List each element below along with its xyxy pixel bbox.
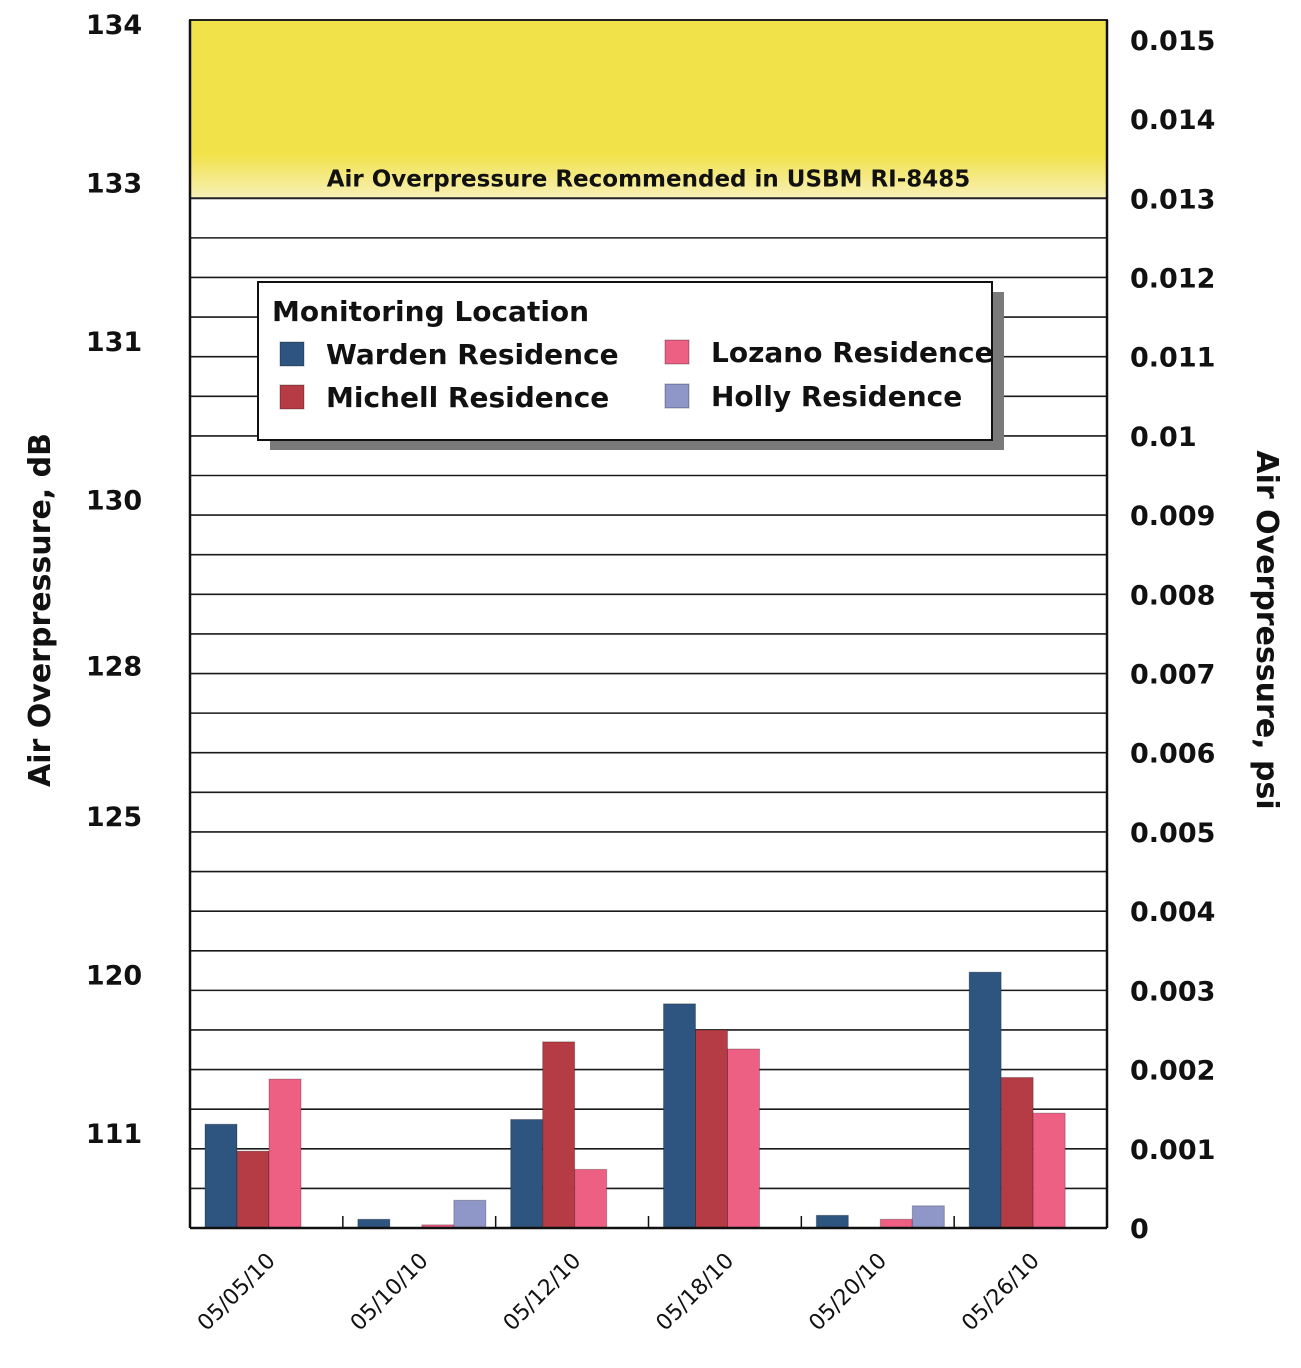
bar [663, 1003, 696, 1229]
y-right-tick-label: 0.001 [1130, 1135, 1215, 1166]
bar [268, 1078, 302, 1229]
legend-label: Michell Residence [326, 381, 609, 414]
legend-swatch [664, 339, 690, 365]
y-left-tick-label: 133 [86, 168, 142, 199]
y-right-tick-label: 0.011 [1130, 343, 1215, 374]
y-right-tick-label: 0.012 [1130, 263, 1215, 294]
y-right-tick-label: 0.006 [1130, 739, 1215, 770]
y-right-tick-label: 0 [1130, 1214, 1149, 1245]
legend-label: Lozano Residence [711, 336, 994, 369]
bar [453, 1199, 487, 1229]
y-left-tick-label: 131 [86, 327, 142, 358]
legend-label: Holly Residence [711, 380, 962, 413]
bar-layer [204, 971, 1066, 1229]
y-right-tick-label: 0.003 [1130, 976, 1215, 1007]
axis-layer [188, 20, 1109, 1230]
y-right-axis-title: Air Overpressure, psi [1249, 450, 1284, 809]
y-left-tick-label: 128 [86, 652, 142, 683]
x-tick-label: 05/18/10 [652, 1249, 740, 1337]
legend-box [257, 281, 993, 441]
bar [236, 1150, 270, 1229]
bar [510, 1118, 544, 1229]
bar [695, 1029, 728, 1229]
legend-swatch [279, 341, 305, 367]
y-right-tick-label: 0.005 [1130, 818, 1215, 849]
threshold-band-label: Air Overpressure Recommended in USBM RI-… [327, 166, 971, 192]
bar [1032, 1112, 1066, 1229]
y-right-tick-label: 0.002 [1130, 1056, 1215, 1087]
bar [815, 1214, 849, 1229]
legend-entries: Warden Residence Michell Residence Lozano … [279, 336, 994, 414]
y-right-tick-label: 0.004 [1130, 897, 1215, 928]
y-left-tick-label: 125 [86, 802, 142, 833]
legend: Monitoring Location Warden Residence Mich… [257, 281, 1004, 450]
y-right-tick-label: 0.013 [1130, 184, 1215, 215]
bar [968, 971, 1002, 1229]
legend-title: Monitoring Location [272, 295, 589, 328]
y-left-tick-label: 111 [86, 1119, 142, 1150]
y-right-tick-label: 0.007 [1130, 660, 1215, 691]
y-left-tick-label: 134 [86, 10, 142, 41]
legend-label: Warden Residence [326, 338, 619, 371]
y-right-tick-label: 0.009 [1130, 501, 1215, 532]
threshold-band-layer: Air Overpressure Recommended in USBM RI-… [189, 19, 1108, 200]
legend-swatch [664, 383, 690, 409]
x-tick-label: 05/20/10 [804, 1249, 892, 1337]
y-right-tick-label: 0.014 [1130, 105, 1215, 136]
legend-swatch [279, 384, 305, 410]
x-tick-label: 05/10/10 [346, 1249, 434, 1337]
y-left-axis-title: Air Overpressure, dB [23, 433, 58, 787]
x-tick-label: 05/26/10 [957, 1249, 1045, 1337]
y-right-tick-label: 0.008 [1130, 580, 1215, 611]
x-tick-label: 05/12/10 [499, 1249, 587, 1337]
bar [911, 1205, 945, 1229]
x-tick-label: 05/05/10 [193, 1249, 281, 1337]
y-right-tick-label: 0.015 [1130, 26, 1215, 57]
y-left-tick-label: 130 [86, 485, 142, 516]
y-right-tick-label: 0.01 [1130, 422, 1197, 453]
bar [1000, 1077, 1034, 1229]
bar [357, 1218, 391, 1229]
bar [727, 1048, 760, 1229]
bar [204, 1123, 238, 1229]
y-left-tick-label: 120 [86, 961, 142, 992]
threshold-band [189, 19, 1108, 200]
bar [574, 1168, 608, 1229]
bar [542, 1041, 576, 1229]
bar [879, 1218, 913, 1229]
